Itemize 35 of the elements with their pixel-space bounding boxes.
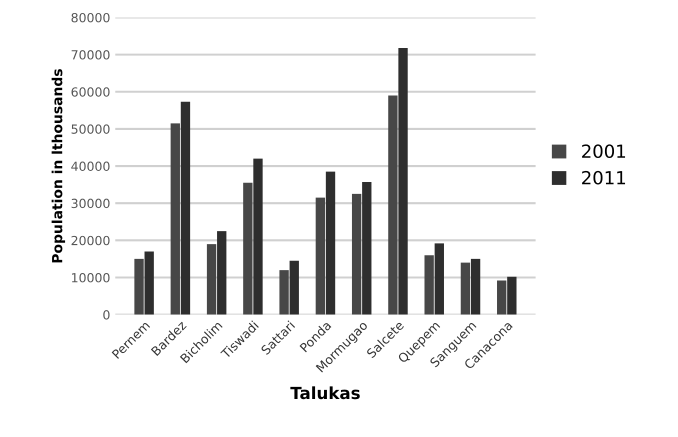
bar (279, 270, 289, 315)
bar (388, 95, 398, 315)
bar (253, 158, 263, 315)
bar (352, 194, 362, 315)
bar (206, 244, 216, 315)
y-tick-label: 20000 (72, 236, 110, 246)
y-tick-label: 40000 (71, 162, 110, 171)
y-tick-label: 60000 (72, 87, 110, 97)
bar (424, 255, 434, 315)
bar (316, 198, 326, 315)
bar (470, 258, 480, 315)
bar (434, 243, 444, 315)
bar (326, 172, 336, 315)
bar (144, 251, 154, 315)
y-axis-title: Population in lthousands (52, 69, 66, 262)
bar (290, 260, 299, 315)
legend-label: 2001 (582, 144, 626, 158)
y-tick-label: 70000 (72, 50, 110, 60)
y-tick-label: 30000 (72, 198, 110, 208)
bar (398, 48, 408, 315)
bar (507, 276, 517, 315)
bar (217, 231, 226, 315)
y-tick-label: 50000 (72, 124, 110, 134)
x-axis-title: Talukas (290, 386, 360, 400)
legend-label: 2011 (582, 170, 626, 185)
y-tick-label: 0 (103, 310, 110, 320)
y-tick-label: 80000 (71, 12, 110, 22)
y-tick-label: 10000 (72, 272, 110, 282)
bar (362, 182, 372, 315)
bar (134, 258, 144, 315)
bar (180, 102, 190, 315)
bar (170, 123, 180, 315)
bar (460, 262, 470, 315)
bar (497, 280, 506, 315)
bar (243, 182, 253, 315)
